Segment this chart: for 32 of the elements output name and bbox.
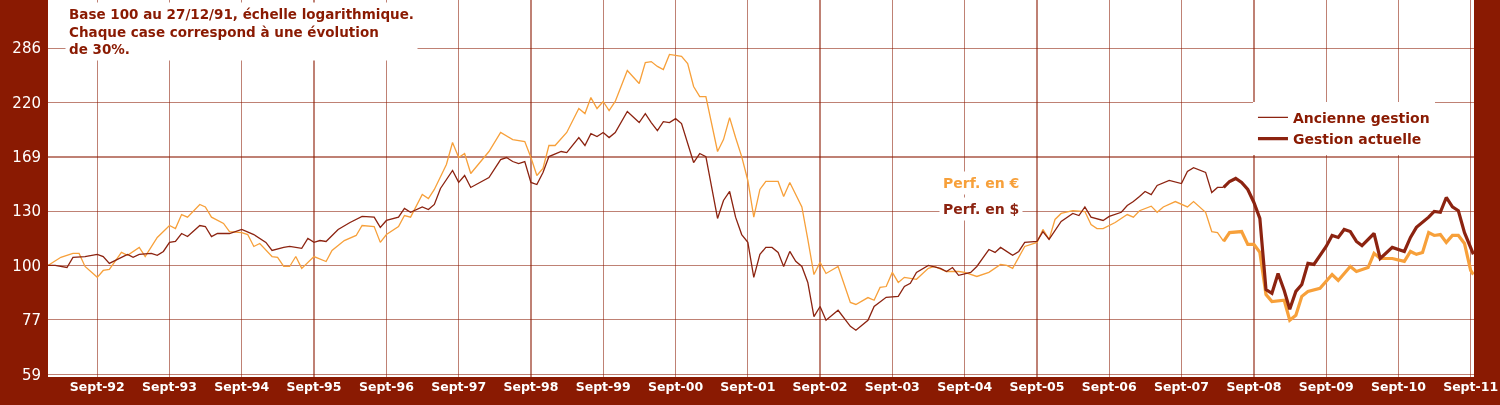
x-tick-label: Sept-92	[69, 378, 125, 394]
x-tick-label: Sept-05	[1009, 378, 1065, 394]
annotation: Base 100 au 27/12/91, échelle logarithmique. Chaque case correspond à une évolution de 30%.	[69, 6, 414, 58]
annotation: Perf. en $	[943, 201, 1020, 217]
x-tick-label: Sept-08	[1226, 378, 1282, 394]
legend-label: Gestion actuelle	[1292, 131, 1422, 148]
y-tick-label: 286	[12, 39, 41, 58]
y-tick-label: 59	[21, 365, 41, 384]
x-tick-label: Sept-95	[286, 378, 342, 394]
x-tick-label: Sept-01	[720, 378, 776, 394]
x-tick-label: Sept-98	[503, 378, 559, 394]
y-tick-label: 220	[12, 93, 41, 112]
legend-label: Ancienne gestion	[1292, 109, 1430, 126]
x-tick-label: Sept-94	[214, 378, 270, 394]
x-tick-label: Sept-93	[142, 378, 198, 394]
y-tick-label: 77	[21, 310, 41, 329]
x-tick-label: Sept-04	[937, 378, 993, 394]
x-tick-label: Sept-00	[648, 378, 704, 394]
y-tick-label: 100	[12, 256, 41, 275]
y-tick-label: 169	[12, 148, 41, 167]
y-tick-label: 130	[12, 202, 41, 221]
x-tick-label: Sept-97	[431, 378, 487, 394]
x-tick-label: Sept-07	[1153, 378, 1209, 394]
x-tick-label: Sept-11	[1443, 378, 1499, 394]
x-tick-label: Sept-02	[792, 378, 848, 394]
x-tick-label: Sept-09	[1298, 378, 1354, 394]
annotation: Perf. en €	[943, 175, 1020, 191]
x-tick-label: Sept-06	[1081, 378, 1138, 394]
x-tick-label: Sept-10	[1370, 378, 1427, 394]
x-tick-label: Sept-99	[575, 378, 631, 394]
x-tick-label: Sept-03	[864, 378, 920, 394]
x-tick-label: Sept-96	[358, 378, 415, 394]
